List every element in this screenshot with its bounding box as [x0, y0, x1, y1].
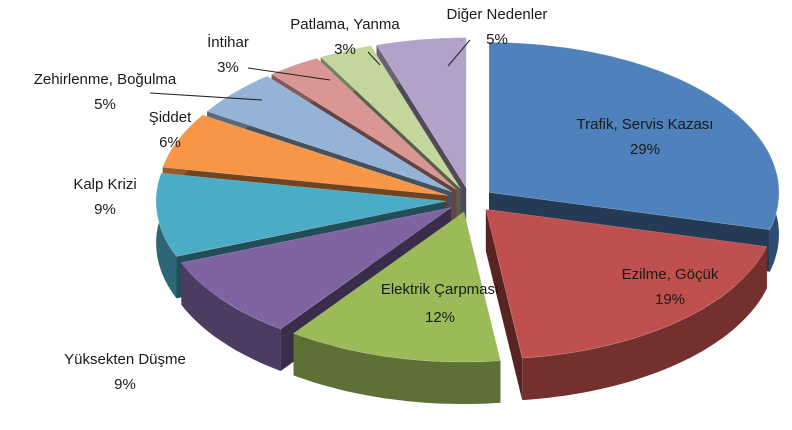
leader-line [247, 67, 331, 81]
slice-value-label: 9% [114, 376, 136, 393]
slice-label: Zehirlenme, Boğulma [34, 71, 177, 88]
slice [271, 58, 457, 190]
slice-label: Ezilme, Göçük [622, 266, 719, 283]
slice-label: Patlama, Yanma [290, 16, 400, 33]
leader-line [447, 39, 471, 67]
slice-label: Elektrik Çarpması [381, 281, 499, 298]
slice-label: Kalp Krizi [73, 176, 136, 193]
slice-value-label: 9% [94, 201, 116, 218]
slice-side [522, 246, 767, 401]
slice-value-label: 6% [159, 134, 181, 151]
leader-line [367, 51, 381, 66]
slice [180, 207, 452, 330]
slice-label: Yüksekten Düşme [64, 351, 186, 368]
slice-tops [155, 37, 780, 363]
slice [485, 209, 768, 359]
slice-value-label: 5% [486, 31, 508, 48]
slice-label: İntihar [207, 33, 249, 51]
slice-side [293, 333, 501, 404]
slice [320, 45, 461, 189]
slice-value-label: 3% [217, 59, 239, 76]
slice [162, 114, 448, 196]
slice-label: Şiddet [149, 109, 192, 126]
slice [155, 172, 447, 257]
leader-line [149, 92, 263, 101]
slice-value-label: 19% [655, 291, 685, 308]
slice [488, 42, 780, 230]
slice-label: Trafik, Servis Kazası [577, 116, 714, 133]
slice [293, 211, 501, 363]
slice [206, 75, 453, 193]
slice-label: Diğer Nedenler [447, 6, 548, 23]
slice-value-label: 29% [630, 141, 660, 158]
slice-value-label: 5% [94, 96, 116, 113]
slice-wall [485, 209, 523, 401]
slice-side [156, 173, 177, 299]
slice-side [181, 262, 281, 371]
slice-value-label: 3% [334, 41, 356, 58]
slice-value-label: 12% [425, 309, 455, 326]
slice [376, 37, 467, 189]
